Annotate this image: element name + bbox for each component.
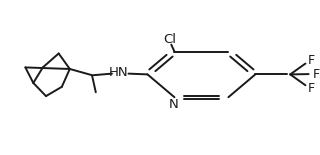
Text: N: N	[169, 98, 178, 111]
Text: F: F	[308, 82, 315, 95]
Text: F: F	[308, 54, 315, 67]
Text: Cl: Cl	[163, 33, 176, 46]
Text: F: F	[313, 68, 320, 81]
Text: HN: HN	[109, 66, 129, 79]
